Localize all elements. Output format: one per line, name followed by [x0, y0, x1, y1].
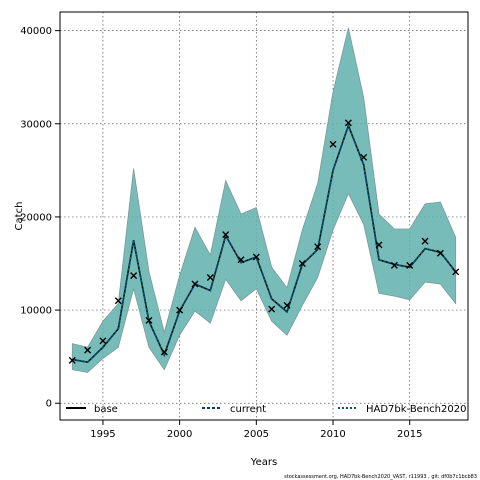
observed-point — [191, 280, 199, 288]
observed-point — [99, 337, 107, 345]
y-tick-label: 40000 — [20, 26, 52, 37]
x-tick-label: 2010 — [320, 429, 345, 440]
observed-point — [252, 253, 260, 261]
observed-point — [176, 306, 184, 314]
observed-point — [390, 261, 398, 269]
legend-label-3: HAD7bk-Bench2020 — [366, 404, 466, 415]
legend: base current HAD7bk-Bench2020 — [66, 404, 466, 415]
observed-point — [452, 268, 460, 276]
y-tick-label: 30000 — [20, 119, 52, 130]
observed-point — [145, 316, 153, 324]
observed-point — [130, 272, 138, 280]
observed-point — [329, 140, 337, 148]
observed-point — [406, 261, 414, 269]
footnote: stockassessment.org, HAD7bk-Bench2020_VA… — [284, 474, 477, 480]
x-tick-label: 2015 — [397, 429, 422, 440]
legend-label-1: base — [94, 404, 118, 415]
series-line-2 — [72, 123, 457, 364]
legend-label-2: current — [230, 404, 266, 415]
observed-point — [237, 256, 245, 264]
observed-point — [344, 119, 352, 127]
confidence-band — [71, 27, 457, 373]
x-axis-ticks: 1995 2000 2005 2010 2015 — [90, 420, 422, 440]
observed-point — [268, 305, 276, 313]
y-tick-label: 0 — [46, 399, 52, 410]
observed-point — [68, 356, 76, 364]
confidence-band-area — [71, 27, 457, 373]
observed-points — [68, 119, 460, 364]
observed-point — [206, 273, 214, 281]
observed-point — [298, 260, 306, 268]
x-tick-label: 2005 — [244, 429, 269, 440]
x-axis-title: Years — [250, 457, 277, 468]
observed-point — [375, 241, 383, 249]
grid-lines — [60, 12, 468, 420]
y-tick-label: 20000 — [20, 212, 52, 223]
observed-point — [360, 153, 368, 161]
observed-point — [421, 237, 429, 245]
y-axis-title: Catch — [14, 202, 25, 231]
observed-point — [222, 231, 230, 239]
observed-point — [283, 301, 291, 309]
observed-point — [314, 243, 322, 251]
observed-point — [114, 297, 122, 305]
y-axis-ticks: 0 10000 20000 30000 40000 — [20, 26, 60, 410]
observed-point — [436, 249, 444, 257]
y-tick-label: 10000 — [20, 306, 52, 317]
observed-point — [84, 346, 92, 354]
x-tick-label: 2000 — [167, 429, 192, 440]
x-tick-label: 1995 — [90, 429, 115, 440]
plot-frame — [59, 11, 469, 421]
observed-point — [160, 348, 168, 356]
